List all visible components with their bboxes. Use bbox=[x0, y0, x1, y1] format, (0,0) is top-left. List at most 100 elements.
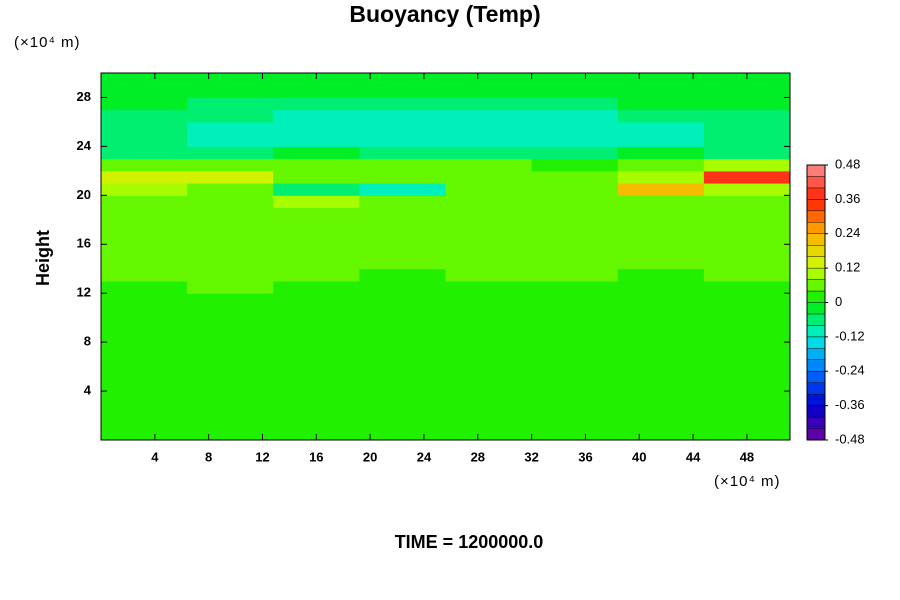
colorbar-tick-label: -0.36 bbox=[835, 397, 865, 412]
heatmap-cell bbox=[187, 305, 274, 319]
heatmap-cell bbox=[273, 415, 360, 429]
heatmap-cell bbox=[101, 121, 188, 135]
heatmap-cell bbox=[445, 293, 533, 306]
heatmap-cell bbox=[273, 146, 360, 160]
heatmap-cell bbox=[359, 293, 446, 306]
heatmap-cell bbox=[101, 391, 188, 404]
heatmap-cell bbox=[617, 293, 705, 306]
heatmap-cell bbox=[445, 256, 533, 270]
heatmap-cell bbox=[359, 280, 446, 294]
heatmap-cell bbox=[101, 378, 188, 392]
heatmap-cell bbox=[617, 146, 705, 160]
heatmap-cell bbox=[531, 146, 619, 160]
y-tick-label: 12 bbox=[77, 285, 91, 300]
heatmap-cell bbox=[359, 73, 446, 86]
colorbar-band bbox=[806, 210, 826, 223]
heatmap-cell bbox=[531, 256, 619, 270]
heatmap-cell bbox=[617, 280, 705, 294]
heatmap-cell bbox=[187, 329, 274, 343]
y-axis-label: Height bbox=[33, 230, 53, 286]
heatmap-cell bbox=[101, 170, 188, 184]
colorbar-tick-label: 0.36 bbox=[835, 191, 860, 206]
colorbar-tick-label: 0 bbox=[835, 294, 842, 309]
heatmap-cell bbox=[187, 121, 274, 135]
heatmap-cell bbox=[187, 354, 274, 368]
heatmap-cell bbox=[445, 305, 533, 319]
y-tick-label: 16 bbox=[77, 236, 91, 251]
heatmap-cell bbox=[617, 73, 705, 86]
heatmap-cell bbox=[617, 415, 705, 429]
heatmap-cell bbox=[187, 366, 274, 380]
heatmap-cell bbox=[359, 232, 446, 245]
heatmap-cell bbox=[101, 244, 188, 257]
colorbar-band bbox=[806, 428, 826, 441]
heatmap-cell bbox=[187, 342, 274, 355]
x-tick-label: 16 bbox=[309, 449, 323, 464]
heatmap-cell bbox=[187, 403, 274, 417]
heatmap-cell bbox=[359, 121, 446, 135]
x-tick-label: 36 bbox=[578, 449, 592, 464]
heatmap-cell bbox=[187, 232, 274, 245]
heatmap-cell bbox=[531, 85, 619, 98]
heatmap-cell bbox=[359, 134, 446, 147]
heatmap-cell bbox=[187, 170, 274, 184]
heatmap-cell bbox=[187, 183, 274, 196]
heatmap-cell bbox=[187, 317, 274, 331]
heatmap-cell bbox=[703, 305, 791, 319]
heatmap-cell bbox=[273, 268, 360, 282]
heatmap-cell bbox=[445, 170, 533, 184]
heatmap-cell bbox=[273, 293, 360, 306]
heatmap-cell bbox=[531, 170, 619, 184]
heatmap-cell bbox=[359, 244, 446, 257]
heatmap-cell bbox=[359, 354, 446, 368]
heatmap-cell bbox=[531, 293, 619, 306]
heatmap-cell bbox=[359, 170, 446, 184]
heatmap-cell bbox=[273, 329, 360, 343]
heatmap-cell bbox=[101, 427, 188, 441]
heatmap-cell bbox=[703, 366, 791, 380]
heatmap-cell bbox=[101, 146, 188, 160]
heatmap-cell bbox=[187, 109, 274, 123]
colorbar-band bbox=[806, 279, 826, 292]
heatmap-cell bbox=[359, 256, 446, 270]
heatmap-cell bbox=[703, 232, 791, 245]
colorbar-band bbox=[806, 405, 826, 418]
heatmap-cell bbox=[703, 378, 791, 392]
heatmap-cell bbox=[359, 427, 446, 441]
x-tick-label: 20 bbox=[363, 449, 377, 464]
heatmap-cell bbox=[101, 85, 188, 98]
colorbar-tick-label: 0.48 bbox=[835, 156, 860, 171]
heatmap-cell bbox=[703, 415, 791, 429]
heatmap-cell bbox=[703, 73, 791, 86]
x-tick-label: 48 bbox=[740, 449, 754, 464]
x-tick-label: 24 bbox=[417, 449, 432, 464]
heatmap-cell bbox=[703, 403, 791, 417]
heatmap-cell bbox=[273, 170, 360, 184]
heatmap-cell bbox=[617, 109, 705, 123]
heatmap-cell bbox=[273, 244, 360, 257]
heatmap-cell bbox=[617, 256, 705, 270]
colorbar-band bbox=[806, 416, 826, 429]
heatmap-cell bbox=[359, 207, 446, 221]
heatmap-cell bbox=[531, 97, 619, 111]
heatmap-cell bbox=[703, 293, 791, 306]
heatmap-cell bbox=[703, 146, 791, 160]
heatmap-cell bbox=[703, 134, 791, 147]
colorbar-band bbox=[806, 371, 826, 383]
heatmap-cell bbox=[617, 207, 705, 221]
colorbar-band bbox=[806, 290, 826, 303]
heatmap-cell bbox=[273, 256, 360, 270]
heatmap-cell bbox=[445, 232, 533, 245]
heatmap-cell bbox=[703, 354, 791, 368]
y-tick-label: 20 bbox=[77, 187, 91, 202]
colorbar-tick-label: -0.48 bbox=[835, 431, 865, 446]
heatmap-cell bbox=[445, 97, 533, 111]
heatmap-cell bbox=[445, 378, 533, 392]
heatmap-cell bbox=[617, 219, 705, 233]
heatmap-cell bbox=[187, 97, 274, 111]
heatmap-cell bbox=[617, 134, 705, 147]
heatmap-cell bbox=[273, 391, 360, 404]
x-tick-label: 8 bbox=[205, 449, 212, 464]
heatmap-cell bbox=[187, 207, 274, 221]
heatmap-cell bbox=[359, 403, 446, 417]
